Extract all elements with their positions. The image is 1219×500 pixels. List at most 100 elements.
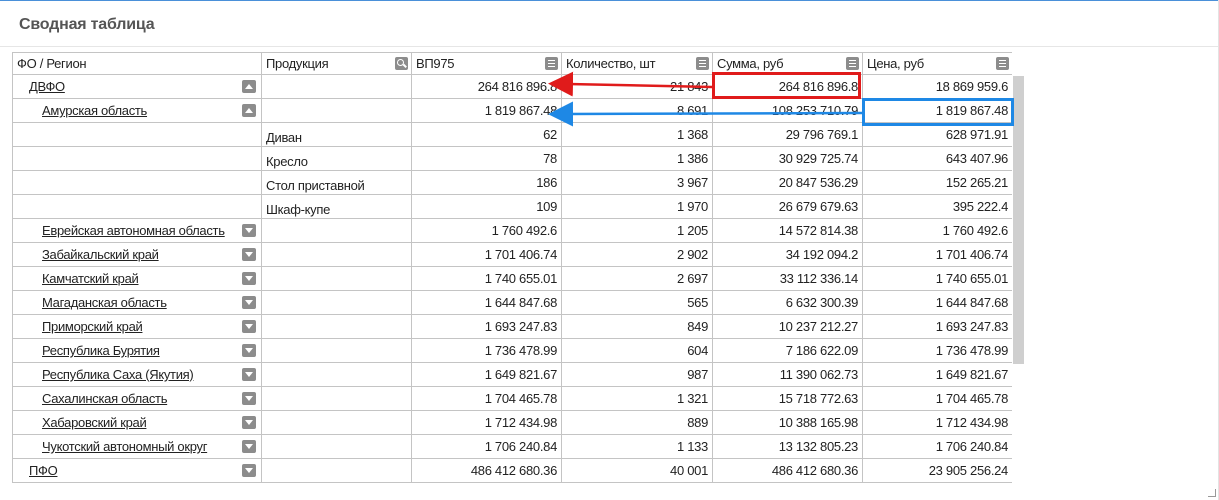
table-row: Шкаф-купе 109 1 970 26 679 679.63 395 222.4 bbox=[12, 194, 1012, 219]
search-icon[interactable] bbox=[395, 57, 408, 70]
menu-icon[interactable] bbox=[696, 57, 709, 70]
region-link[interactable]: Амурская область bbox=[42, 103, 148, 118]
region-link[interactable]: Чукотский автономный округ bbox=[42, 439, 208, 454]
quantity-cell: 1 205 bbox=[561, 218, 713, 243]
price-cell: 1 740 655.01 bbox=[862, 266, 1012, 291]
collapse-icon[interactable] bbox=[242, 80, 256, 93]
expand-icon[interactable] bbox=[242, 392, 256, 405]
product-cell bbox=[261, 386, 412, 411]
sum-cell: 30 929 725.74 bbox=[712, 146, 863, 171]
product-cell bbox=[261, 98, 412, 123]
product-cell bbox=[261, 290, 412, 315]
vp975-cell: 1 649 821.67 bbox=[411, 362, 562, 387]
region-cell: ДВФО bbox=[12, 74, 262, 99]
price-cell: 1 736 478.99 bbox=[862, 338, 1012, 363]
table-row: Магаданская область 1 644 847.68 565 6 632 … bbox=[12, 290, 1012, 315]
region-cell: Амурская область bbox=[12, 98, 262, 123]
quantity-cell: 2 697 bbox=[561, 266, 713, 291]
region-link[interactable]: Республика Бурятия bbox=[42, 343, 160, 358]
column-header-label: Продукция bbox=[266, 56, 329, 71]
expand-icon[interactable] bbox=[242, 464, 256, 477]
expand-icon[interactable] bbox=[242, 248, 256, 261]
vp975-cell: 186 bbox=[411, 170, 562, 195]
collapse-icon[interactable] bbox=[242, 104, 256, 117]
table-row: Диван 62 1 368 29 796 769.1 628 971.91 bbox=[12, 122, 1012, 147]
region-link[interactable]: Республика Саха (Якутия) bbox=[42, 367, 194, 382]
quantity-cell: 849 bbox=[561, 314, 713, 339]
title-divider bbox=[0, 46, 1219, 47]
region-link[interactable]: Приморский край bbox=[42, 319, 143, 334]
expand-icon[interactable] bbox=[242, 440, 256, 453]
expand-icon[interactable] bbox=[242, 368, 256, 381]
column-header-sum[interactable]: Сумма, руб bbox=[712, 52, 863, 75]
expand-icon[interactable] bbox=[242, 416, 256, 429]
column-header-price[interactable]: Цена, руб bbox=[862, 52, 1012, 75]
expand-icon[interactable] bbox=[242, 296, 256, 309]
table-row: Республика Саха (Якутия) 1 649 821.67 987 1… bbox=[12, 362, 1012, 387]
expand-icon[interactable] bbox=[242, 224, 256, 237]
price-cell: 643 407.96 bbox=[862, 146, 1012, 171]
column-header-label: Количество, шт bbox=[566, 56, 656, 71]
quantity-cell: 1 133 bbox=[561, 434, 713, 459]
column-header-product[interactable]: Продукция bbox=[261, 52, 412, 75]
expand-icon[interactable] bbox=[242, 320, 256, 333]
region-cell bbox=[12, 194, 262, 219]
region-link[interactable]: Камчатский край bbox=[42, 271, 139, 286]
column-header-label: Сумма, руб bbox=[717, 56, 784, 71]
product-cell bbox=[261, 242, 412, 267]
price-cell: 628 971.91 bbox=[862, 122, 1012, 147]
column-header-label: ВП975 bbox=[416, 56, 455, 71]
region-cell: Приморский край bbox=[12, 314, 262, 339]
vp975-cell: 1 704 465.78 bbox=[411, 386, 562, 411]
vp975-cell: 264 816 896.8 bbox=[411, 74, 562, 99]
highlight-box-blue bbox=[862, 98, 1014, 126]
sum-cell: 486 412 680.36 bbox=[712, 458, 863, 483]
sum-cell: 6 632 300.39 bbox=[712, 290, 863, 315]
sum-cell: 20 847 536.29 bbox=[712, 170, 863, 195]
page-title: Сводная таблица bbox=[19, 16, 155, 33]
table-row: Кресло 78 1 386 30 929 725.74 643 407.96 bbox=[12, 146, 1012, 171]
column-header-quantity[interactable]: Количество, шт bbox=[561, 52, 713, 75]
menu-icon[interactable] bbox=[996, 57, 1009, 70]
product-cell bbox=[261, 458, 412, 483]
region-link[interactable]: Сахалинская область bbox=[42, 391, 168, 406]
expand-icon[interactable] bbox=[242, 272, 256, 285]
vp975-cell: 1 760 492.6 bbox=[411, 218, 562, 243]
sum-cell: 11 390 062.73 bbox=[712, 362, 863, 387]
region-link[interactable]: Магаданская область bbox=[42, 295, 167, 310]
resize-handle[interactable] bbox=[1208, 489, 1216, 497]
sum-cell: 108 253 710.79 bbox=[712, 98, 863, 123]
region-link[interactable]: Еврейская автономная область bbox=[42, 223, 225, 238]
region-link[interactable]: ПФО bbox=[29, 463, 58, 478]
region-cell: Сахалинская область bbox=[12, 386, 262, 411]
price-cell: 152 265.21 bbox=[862, 170, 1012, 195]
price-cell: 1 712 434.98 bbox=[862, 410, 1012, 435]
expand-icon[interactable] bbox=[242, 344, 256, 357]
price-cell: 1 706 240.84 bbox=[862, 434, 1012, 459]
price-cell: 18 869 959.6 bbox=[862, 74, 1012, 99]
column-header-region[interactable]: ФО / Регион bbox=[12, 52, 262, 75]
menu-icon[interactable] bbox=[545, 57, 558, 70]
product-cell bbox=[261, 218, 412, 243]
vertical-scrollbar[interactable] bbox=[1013, 76, 1024, 364]
price-cell: 1 693 247.83 bbox=[862, 314, 1012, 339]
region-cell: Республика Саха (Якутия) bbox=[12, 362, 262, 387]
price-cell: 1 701 406.74 bbox=[862, 242, 1012, 267]
vp975-cell: 1 819 867.48 bbox=[411, 98, 562, 123]
vp975-cell: 78 bbox=[411, 146, 562, 171]
sum-cell: 29 796 769.1 bbox=[712, 122, 863, 147]
region-link[interactable]: Забайкальский край bbox=[42, 247, 159, 262]
table-row: Приморский край 1 693 247.83 849 10 237 212… bbox=[12, 314, 1012, 339]
region-link[interactable]: Хабаровский край bbox=[42, 415, 147, 430]
quantity-cell: 889 bbox=[561, 410, 713, 435]
column-header-vp975[interactable]: ВП975 bbox=[411, 52, 562, 75]
menu-icon[interactable] bbox=[846, 57, 859, 70]
vp975-cell: 1 701 406.74 bbox=[411, 242, 562, 267]
vp975-cell: 1 693 247.83 bbox=[411, 314, 562, 339]
sum-cell: 34 192 094.2 bbox=[712, 242, 863, 267]
region-link[interactable]: ДВФО bbox=[29, 79, 65, 94]
product-cell bbox=[261, 266, 412, 291]
highlight-box-red bbox=[712, 72, 861, 99]
quantity-cell: 1 321 bbox=[561, 386, 713, 411]
product-cell bbox=[261, 362, 412, 387]
